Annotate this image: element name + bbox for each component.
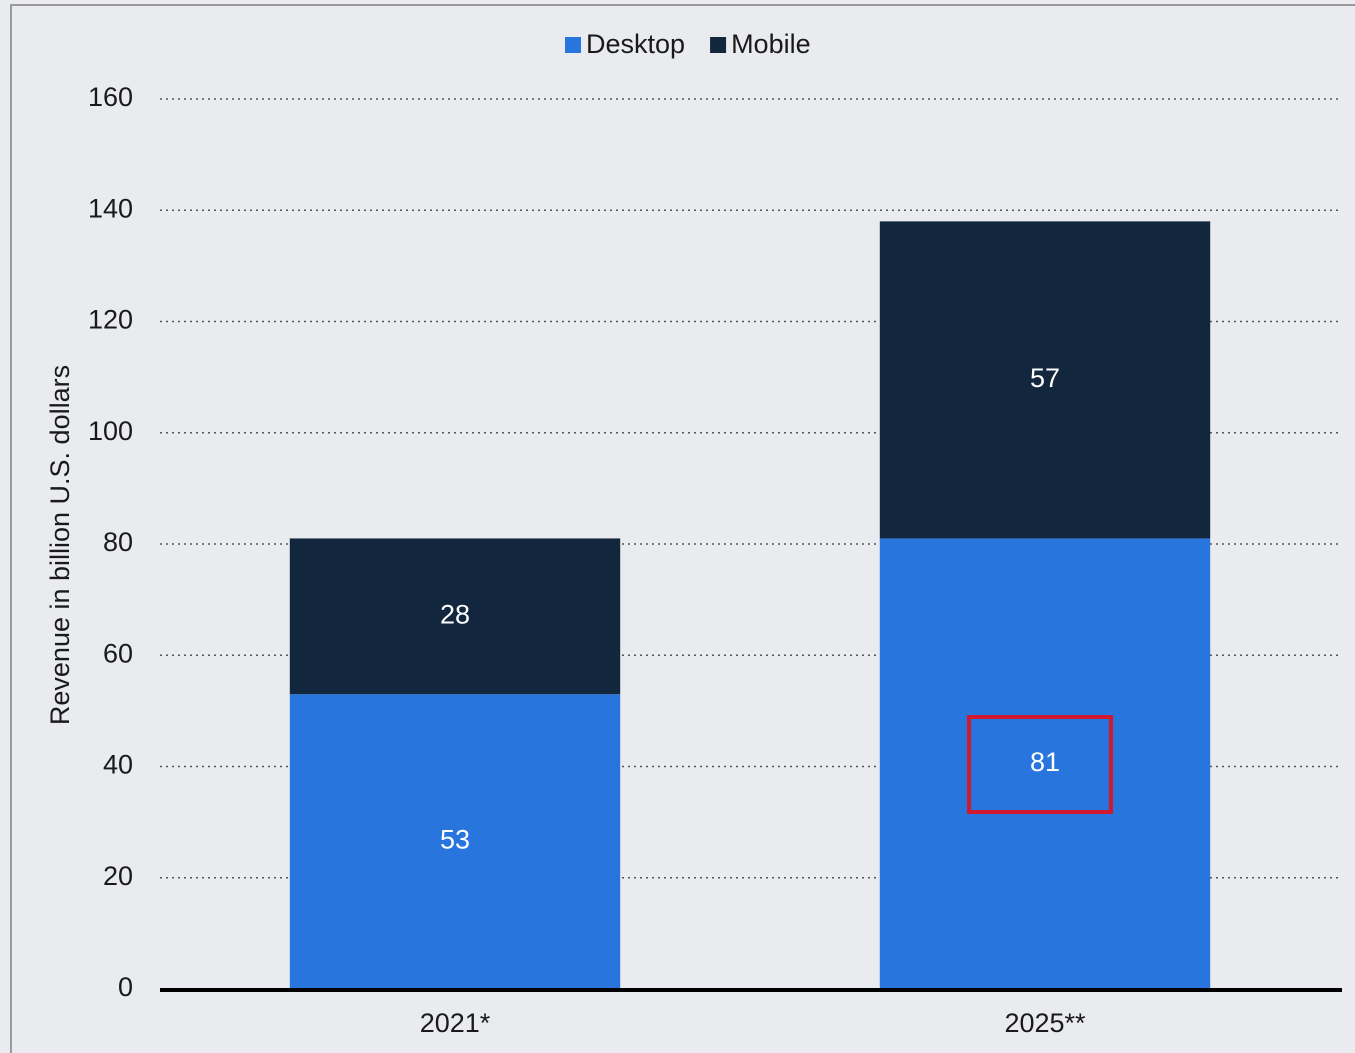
legend-label: Desktop bbox=[586, 29, 685, 59]
y-tick-label: 120 bbox=[88, 305, 133, 335]
y-tick-label: 0 bbox=[118, 972, 133, 1002]
legend-swatch bbox=[710, 37, 727, 53]
bar-segment bbox=[879, 538, 1211, 989]
legend-label: Mobile bbox=[731, 29, 811, 59]
bar-segment bbox=[289, 694, 621, 989]
legend: Desktop Mobile bbox=[565, 29, 811, 59]
y-axis-label: Revenue in billion U.S. dollars bbox=[45, 365, 75, 725]
bar-segment bbox=[879, 221, 1211, 539]
legend-swatch bbox=[565, 37, 581, 53]
frame bbox=[10, 4, 1355, 1053]
y-tick-label: 40 bbox=[103, 750, 133, 780]
highlight-box bbox=[967, 715, 1113, 814]
y-tick-label: 80 bbox=[103, 527, 133, 557]
x-tick-label: 2021* bbox=[420, 1008, 491, 1038]
data-label: 53 bbox=[440, 825, 470, 855]
x-tick-label: 2025** bbox=[1004, 1008, 1086, 1038]
data-label: 81 bbox=[1030, 747, 1060, 777]
y-tick-label: 160 bbox=[88, 82, 133, 112]
bar-segment bbox=[289, 538, 621, 695]
y-tick-label: 20 bbox=[103, 861, 133, 891]
data-label: 57 bbox=[1030, 363, 1060, 393]
data-label: 28 bbox=[440, 599, 470, 629]
y-tick-label: 60 bbox=[103, 638, 133, 668]
y-tick-label: 140 bbox=[88, 193, 133, 223]
y-tick-label: 100 bbox=[88, 416, 133, 446]
